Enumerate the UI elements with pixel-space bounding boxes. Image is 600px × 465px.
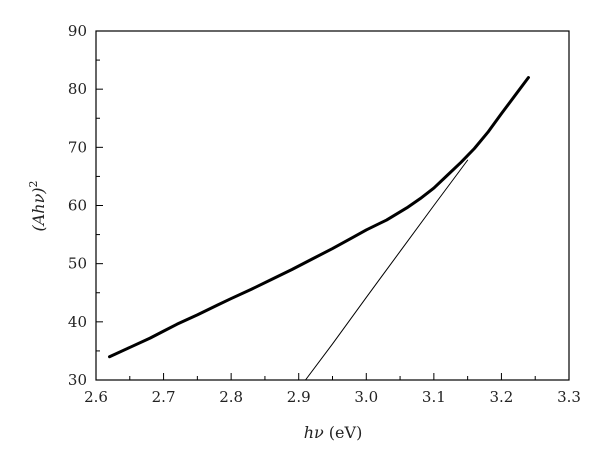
- y-axis-exponent: 2: [27, 180, 40, 187]
- tick-labels: 2.6 2.7 2.8 2.9 3.0 3.1 3.2 3.3 30 40 50 60 70 80 90: [68, 22, 581, 406]
- x-tick-label: 2.7: [152, 388, 176, 406]
- y-tick-label: 70: [68, 138, 87, 156]
- series-layer: [108, 76, 530, 381]
- y-tick-label: 80: [68, 80, 87, 98]
- y-tick-label: 30: [68, 371, 87, 389]
- data-curve: [108, 76, 530, 359]
- ticks: [95, 30, 570, 381]
- x-tick-label: 3.0: [354, 388, 378, 406]
- x-axis-var: hν: [304, 423, 324, 442]
- x-tick-label: 2.6: [84, 388, 108, 406]
- y-tick-label: 60: [68, 197, 87, 215]
- x-tick-label: 3.1: [422, 388, 446, 406]
- x-tick-label: 3.3: [557, 388, 581, 406]
- x-tick-label: 2.8: [219, 388, 243, 406]
- y-axis-base: (Ahν): [29, 187, 48, 231]
- x-tick-label: 2.9: [287, 388, 311, 406]
- y-tick-label: 90: [68, 22, 87, 40]
- y-axis-title: (Ahν)2: [27, 180, 48, 231]
- y-tick-label: 50: [68, 255, 87, 273]
- x-axis-unit: (eV): [324, 423, 363, 442]
- x-tick-label: 3.2: [489, 388, 513, 406]
- y-tick-label: 40: [68, 313, 87, 331]
- plot-frame: [95, 30, 570, 381]
- tangent-line: [304, 159, 469, 381]
- x-axis-title: hν (eV): [304, 423, 363, 442]
